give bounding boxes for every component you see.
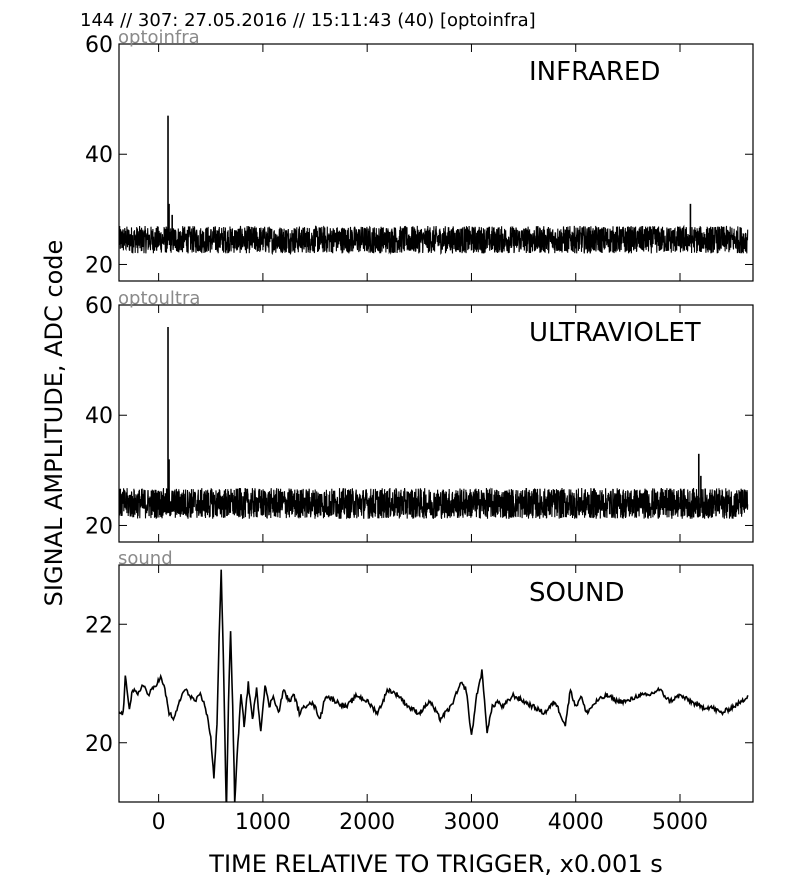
xtick-label-4000: 4000: [548, 810, 604, 835]
panel-sound: 20 22 0 1000 2000 3000 4000 5000 sound SOUND: [85, 548, 754, 835]
tag-optoinfra: optoinfra: [118, 27, 200, 48]
frame-optoinfra: [118, 43, 754, 282]
panel-optoultra: 20 40 60 optoultra ULTRAVIOLET: [85, 288, 754, 543]
frame-sound: [118, 564, 754, 803]
xtick-label-2000: 2000: [339, 810, 395, 835]
trace-optoultra: [119, 487, 749, 520]
header-info: 144 // 307: 27.05.2016 // 15:11:43 (40) …: [80, 10, 536, 31]
trace-optoinfra: [119, 224, 749, 256]
ytick-label-optoultra-20: 20: [85, 514, 113, 539]
panel-label-optoinfra: INFRARED: [529, 57, 660, 87]
frame-optoultra: [118, 304, 754, 543]
ytick-label-optoinfra-60: 60: [85, 33, 113, 58]
y-axis-title: SIGNAL AMPLITUDE, ADC code: [40, 240, 68, 607]
xtick-label-1000: 1000: [235, 810, 291, 835]
trace-sound: [119, 569, 749, 802]
xtick-label-3000: 3000: [443, 810, 499, 835]
tag-sound: sound: [118, 548, 173, 569]
ytick-label-optoultra-40: 40: [85, 404, 113, 429]
tag-optoultra: optoultra: [118, 288, 200, 309]
ytick-label-optoultra-60: 60: [85, 294, 113, 319]
xtick-label-0: 0: [152, 810, 166, 835]
ytick-label-optoinfra-20: 20: [85, 253, 113, 278]
ytick-label-sound-20: 20: [85, 732, 113, 757]
xtick-label-5000: 5000: [652, 810, 708, 835]
panel-label-optoultra: ULTRAVIOLET: [529, 318, 701, 348]
panel-label-sound: SOUND: [529, 578, 624, 608]
ytick-label-optoinfra-40: 40: [85, 143, 113, 168]
ytick-label-sound-22: 22: [85, 613, 113, 638]
panel-optoinfra: 20 40 60 optoinfra INFRARED: [85, 27, 754, 282]
x-axis-title: TIME RELATIVE TO TRIGGER, x0.001 s: [208, 850, 662, 878]
